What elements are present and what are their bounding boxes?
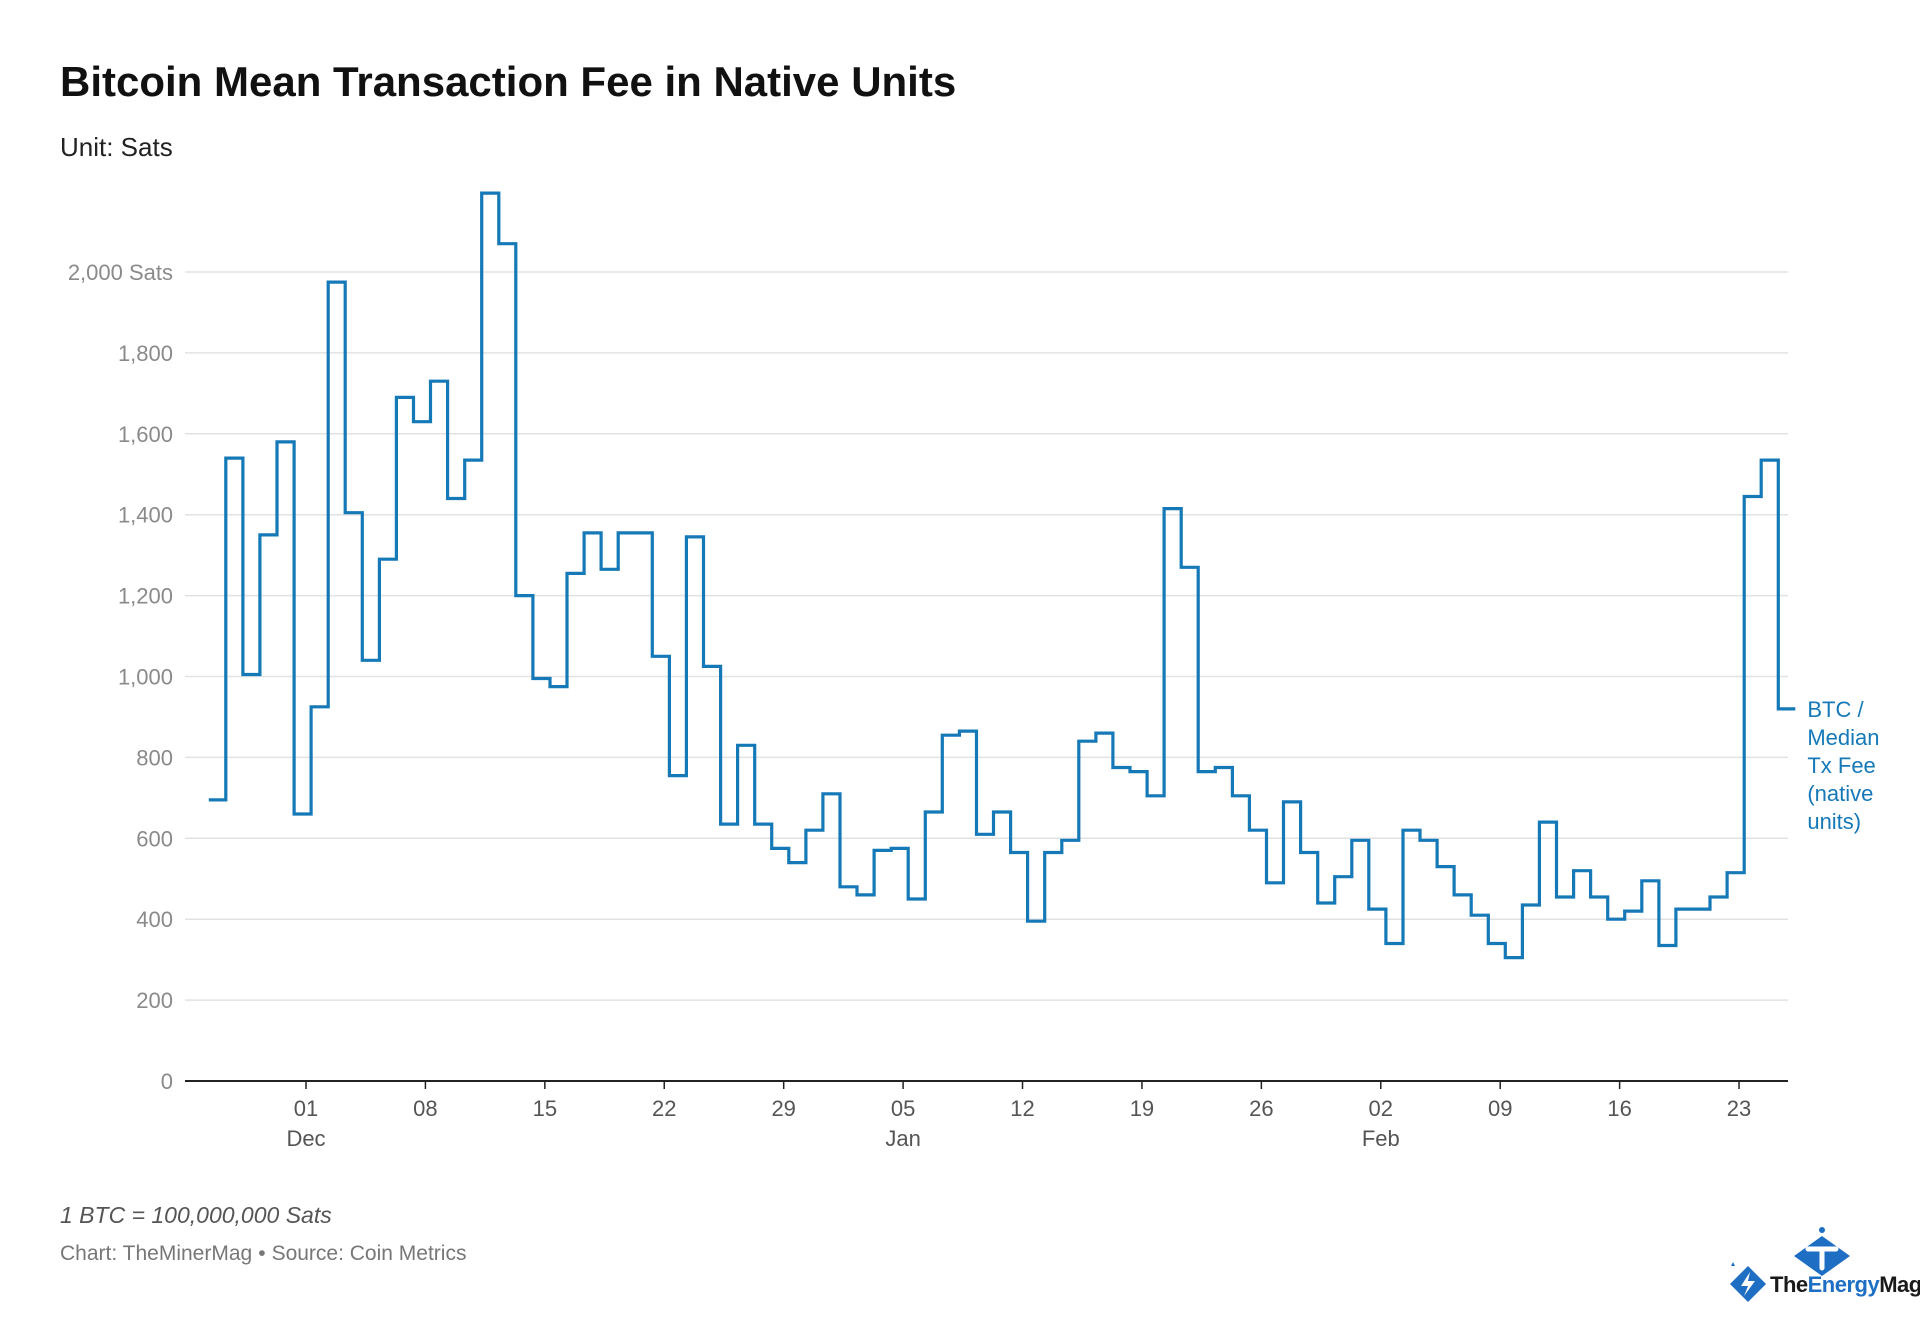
x-tick-label: 09 [1488, 1096, 1512, 1121]
y-tick-label: 2,000 Sats [68, 260, 173, 285]
chart-subtitle: Unit: Sats [60, 132, 173, 162]
y-tick-label: 600 [136, 826, 173, 851]
y-tick-label: 1,800 [118, 341, 173, 366]
series-label-line: Tx Fee [1807, 753, 1875, 778]
credit-source: Source: Coin Metrics [271, 1242, 467, 1265]
footnote: 1 BTC = 100,000,000 Sats [60, 1202, 332, 1228]
x-tick-label: 01 [294, 1096, 318, 1121]
y-tick-label: 0 [161, 1069, 173, 1094]
energy-bolt-icon [1730, 1227, 1850, 1302]
series-label-line: Median [1807, 725, 1879, 750]
logo-wordmark: TheEnergyMag [1770, 1272, 1920, 1297]
x-tick-label: 05 [891, 1096, 915, 1121]
series-label-line: (native [1807, 781, 1873, 806]
x-tick-label: 08 [413, 1096, 437, 1121]
gridlines [185, 271, 1788, 1001]
x-tick-label: 29 [771, 1096, 795, 1121]
x-tick-label: 02 [1369, 1096, 1393, 1121]
y-tick-label: 400 [136, 907, 173, 932]
y-tick-label: 1,200 [118, 584, 173, 609]
y-axis-tick-labels: 0 200 400 600 800 1,000 1,200 1,400 1,600 1,800 2,… [68, 260, 173, 1094]
credit-chart: Chart: TheMinerMag [60, 1242, 253, 1265]
x-month-label: Dec [286, 1126, 325, 1151]
brand-logo[interactable]: TheEnergyMag [1726, 1222, 1920, 1308]
x-month-label: Feb [1362, 1126, 1400, 1151]
series-line-0 [208, 191, 1796, 960]
y-tick-label: 800 [136, 745, 173, 770]
x-tick-label: 22 [652, 1096, 676, 1121]
chart-title: Bitcoin Mean Transaction Fee in Native U… [60, 58, 957, 105]
x-tick-label: 19 [1130, 1096, 1154, 1121]
y-tick-label: 1,600 [118, 422, 173, 447]
x-axis-ticks: 01 Dec 08 15 22 29 05 Jan 12 19 26 02 Feb 09 16 23 [286, 1081, 1751, 1151]
y-tick-label: 200 [136, 988, 173, 1013]
y-tick-label: 1,400 [118, 503, 173, 528]
x-tick-label: 15 [533, 1096, 557, 1121]
x-month-label: Jan [885, 1126, 920, 1151]
x-tick-label: 26 [1249, 1096, 1273, 1121]
series-label-line: BTC / [1807, 697, 1864, 722]
x-tick-label: 16 [1607, 1096, 1631, 1121]
credit-separator: • [258, 1242, 266, 1265]
source-credit: Chart: TheMinerMag • Source: Coin Metrics [60, 1242, 466, 1266]
series-label: BTC / Median Tx Fee (native units) [1807, 697, 1879, 834]
series-label-line: units) [1807, 809, 1861, 834]
y-tick-label: 1,000 [118, 665, 173, 690]
x-tick-label: 23 [1727, 1096, 1751, 1121]
series-layer [208, 191, 1796, 960]
x-tick-label: 12 [1010, 1096, 1034, 1121]
